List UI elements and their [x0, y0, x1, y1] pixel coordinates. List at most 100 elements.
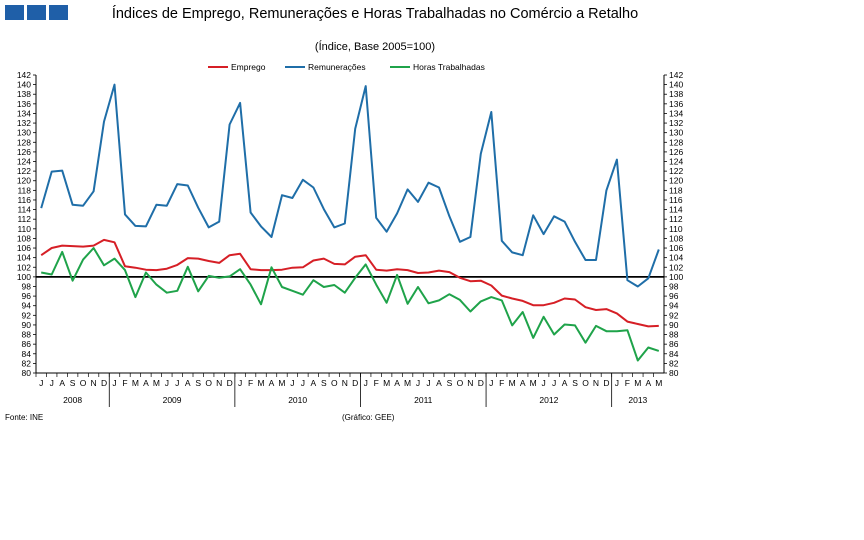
x-month-label: M [530, 378, 537, 388]
y-tick-label-left: 84 [22, 349, 32, 359]
y-tick-label-left: 142 [17, 70, 31, 80]
x-month-label: J [615, 378, 619, 388]
y-tick-label-right: 134 [669, 108, 683, 118]
y-tick-label-right: 126 [669, 147, 683, 157]
y-tick-label-left: 128 [17, 137, 31, 147]
y-tick-label-right: 82 [669, 358, 679, 368]
y-tick-label-right: 104 [669, 253, 683, 263]
x-month-label: J [290, 378, 294, 388]
y-tick-label-left: 88 [22, 330, 32, 340]
y-tick-label-right: 124 [669, 157, 683, 167]
y-tick-label-right: 106 [669, 243, 683, 253]
y-tick-label-right: 136 [669, 99, 683, 109]
x-month-label: M [634, 378, 641, 388]
x-month-label: D [227, 378, 233, 388]
y-tick-label-right: 122 [669, 166, 683, 176]
logo-square [5, 5, 24, 20]
y-tick-label-left: 122 [17, 166, 31, 176]
y-tick-label-left: 92 [22, 310, 32, 320]
y-tick-label-left: 116 [17, 195, 31, 205]
legend-label: Horas Trabalhadas [413, 62, 485, 72]
y-tick-label-right: 98 [669, 281, 679, 291]
x-month-label: O [457, 378, 464, 388]
x-month-label: A [269, 378, 275, 388]
y-tick-label-left: 110 [17, 224, 31, 234]
y-tick-label-right: 100 [669, 272, 683, 282]
series-line-emprego [40, 238, 659, 328]
logo-square [27, 5, 46, 20]
x-month-label: O [582, 378, 589, 388]
series-line-remunerações [40, 83, 660, 288]
x-month-label: M [257, 378, 264, 388]
x-month-label: N [467, 378, 473, 388]
y-tick-label-right: 94 [669, 301, 679, 311]
y-tick-label-right: 102 [669, 262, 683, 272]
y-tick-label-left: 132 [17, 118, 31, 128]
y-tick-label-left: 120 [17, 176, 31, 186]
y-tick-label-right: 142 [669, 70, 683, 80]
x-month-label: J [416, 378, 420, 388]
y-tick-label-left: 114 [17, 205, 31, 215]
x-year-label: 2011 [414, 395, 433, 405]
x-month-label: N [593, 378, 599, 388]
y-tick-label-right: 84 [669, 349, 679, 359]
x-month-label: A [185, 378, 191, 388]
y-tick-label-right: 110 [669, 224, 683, 234]
x-year-label: 2013 [628, 395, 647, 405]
y-tick-label-left: 108 [17, 233, 31, 243]
x-month-label: O [80, 378, 87, 388]
source-note: Fonte: INE [5, 413, 44, 422]
y-tick-label-right: 90 [669, 320, 679, 330]
x-month-label: M [404, 378, 411, 388]
x-month-label: S [447, 378, 453, 388]
y-tick-label-left: 80 [22, 368, 32, 378]
y-tick-label-left: 82 [22, 358, 32, 368]
x-month-label: J [552, 378, 556, 388]
x-month-label: A [520, 378, 526, 388]
y-tick-label-right: 80 [669, 368, 679, 378]
x-month-label: F [374, 378, 379, 388]
y-tick-label-left: 126 [17, 147, 31, 157]
x-month-label: J [489, 378, 493, 388]
y-tick-label-left: 90 [22, 320, 32, 330]
x-month-label: M [655, 378, 662, 388]
x-month-label: J [165, 378, 169, 388]
x-month-label: M [509, 378, 516, 388]
y-tick-label-right: 86 [669, 339, 679, 349]
x-month-label: F [122, 378, 127, 388]
x-month-label: J [39, 378, 43, 388]
x-month-label: D [478, 378, 484, 388]
y-tick-label-left: 102 [17, 262, 31, 272]
x-year-label: 2012 [539, 395, 558, 405]
x-year-label: 2009 [163, 395, 182, 405]
x-month-label: A [143, 378, 149, 388]
x-month-label: F [625, 378, 630, 388]
y-tick-label-left: 94 [22, 301, 32, 311]
x-month-label: J [175, 378, 179, 388]
x-month-label: D [101, 378, 107, 388]
x-month-label: O [331, 378, 338, 388]
x-year-label: 2008 [63, 395, 82, 405]
y-tick-label-left: 138 [17, 89, 31, 99]
x-month-label: J [542, 378, 546, 388]
legend-label: Emprego [231, 62, 266, 72]
x-month-label: J [238, 378, 242, 388]
x-month-label: J [426, 378, 430, 388]
legend-label: Remunerações [308, 62, 366, 72]
y-tick-label-right: 140 [669, 80, 683, 90]
logo-square [49, 5, 68, 20]
y-tick-label-left: 96 [22, 291, 32, 301]
y-tick-label-left: 106 [17, 243, 31, 253]
y-tick-label-left: 130 [17, 128, 31, 138]
y-tick-label-right: 96 [669, 291, 679, 301]
x-month-label: M [132, 378, 139, 388]
y-tick-label-right: 108 [669, 233, 683, 243]
x-month-label: A [645, 378, 651, 388]
x-month-label: A [59, 378, 65, 388]
x-month-label: O [205, 378, 212, 388]
y-tick-label-left: 118 [17, 185, 31, 195]
x-month-label: S [321, 378, 327, 388]
x-month-label: S [195, 378, 201, 388]
x-month-label: J [301, 378, 305, 388]
